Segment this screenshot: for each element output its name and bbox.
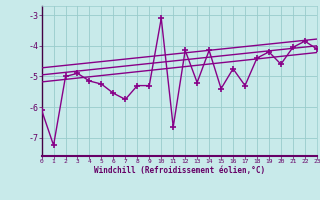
X-axis label: Windchill (Refroidissement éolien,°C): Windchill (Refroidissement éolien,°C) [94,166,265,175]
